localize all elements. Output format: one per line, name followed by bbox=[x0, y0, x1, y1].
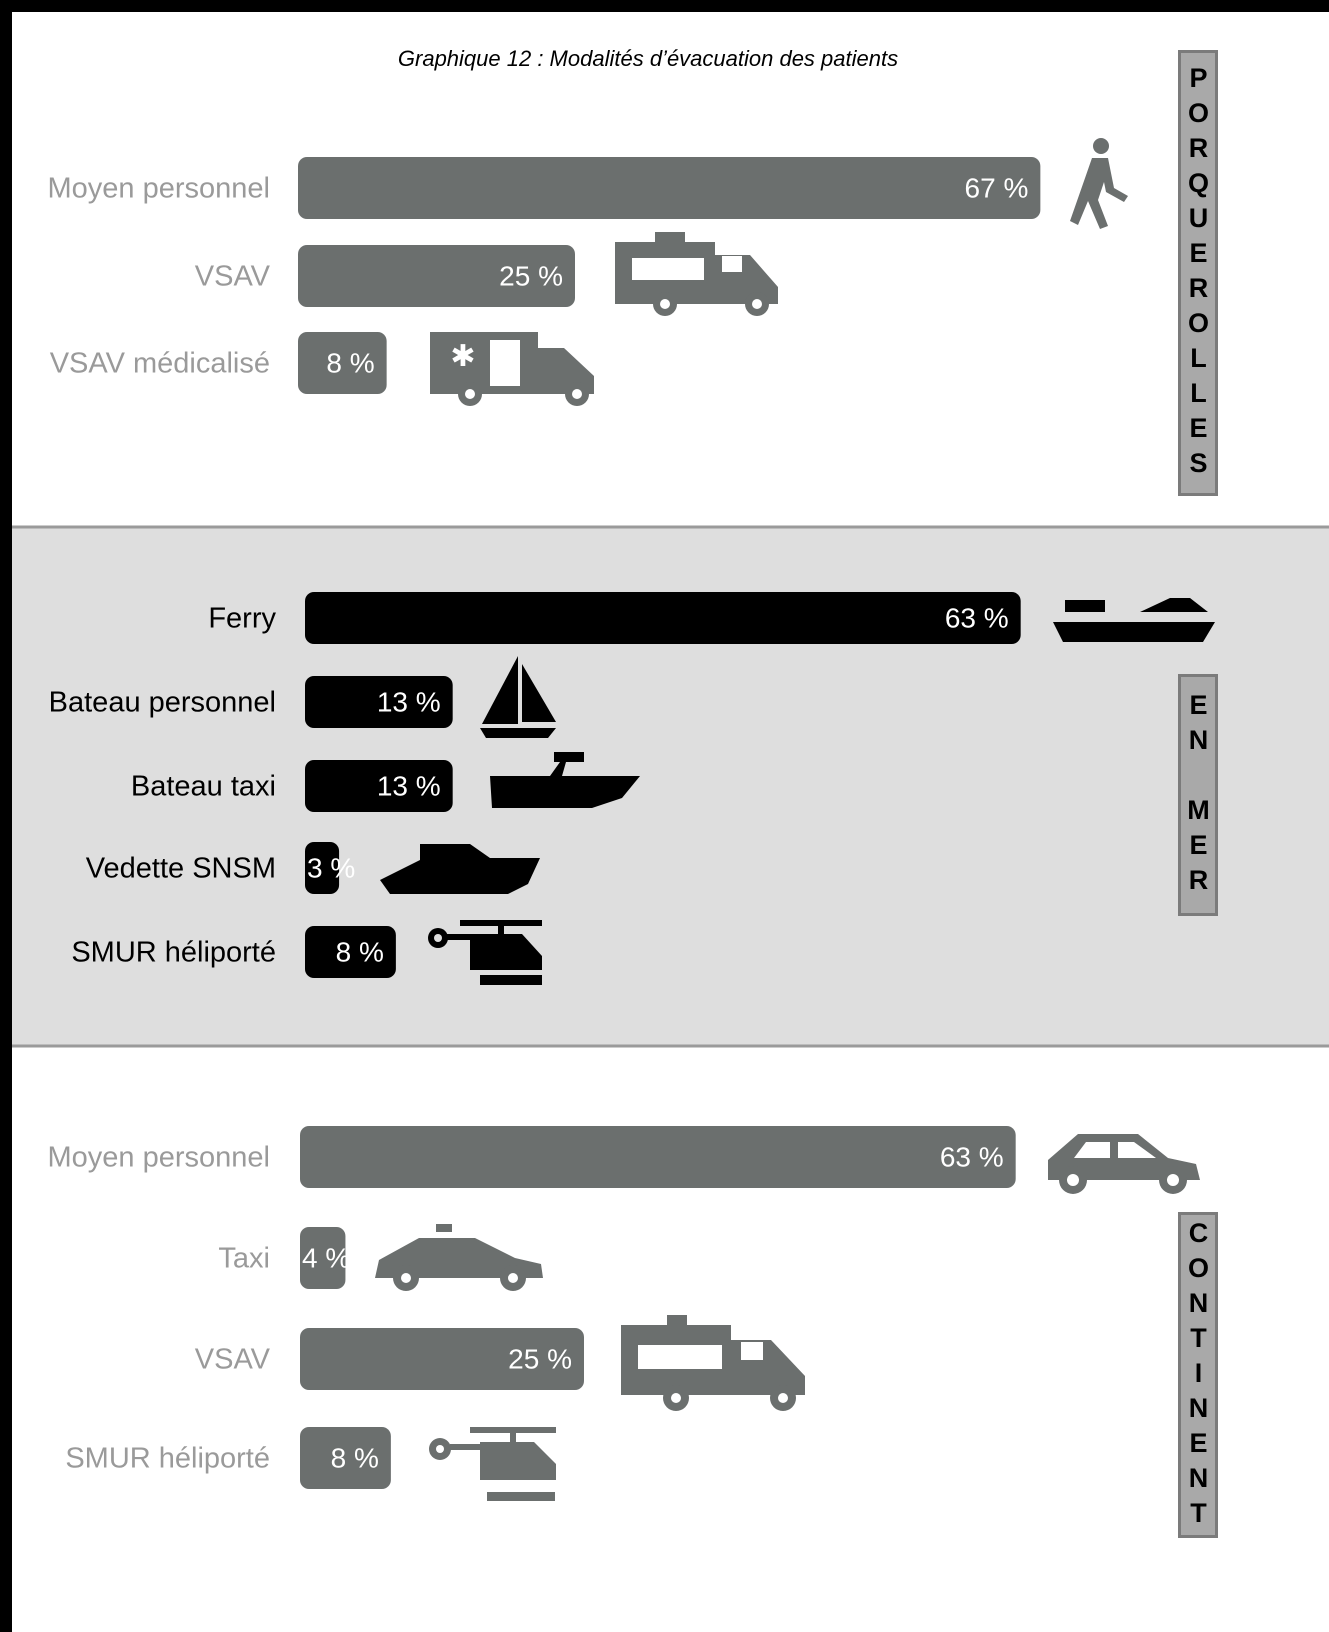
value-label: 25 % bbox=[508, 1343, 572, 1374]
value-label: 4 % bbox=[302, 1242, 350, 1273]
value-label: 13 % bbox=[377, 770, 441, 801]
value-label: 3 % bbox=[307, 852, 355, 883]
icons-continent bbox=[375, 1134, 1200, 1501]
bar bbox=[305, 676, 453, 728]
category-label: Moyen personnel bbox=[48, 1142, 270, 1174]
section-label: CONTINENT bbox=[1178, 1212, 1218, 1538]
value-label: 25 % bbox=[499, 260, 563, 291]
value-label: 63 % bbox=[940, 1141, 1004, 1172]
value-label: 8 % bbox=[326, 347, 374, 378]
category-label: SMUR héliporté bbox=[65, 1443, 270, 1475]
bar bbox=[305, 842, 340, 894]
section-label: PORQUEROLLES bbox=[1178, 50, 1218, 496]
category-label: Vedette SNSM bbox=[86, 853, 276, 885]
bar bbox=[305, 760, 453, 812]
category-label: Bateau taxi bbox=[131, 771, 276, 803]
bar bbox=[305, 926, 396, 978]
category-label: VSAV bbox=[195, 261, 271, 293]
border-top bbox=[0, 0, 1329, 12]
bar bbox=[300, 1126, 1016, 1188]
value-label: 8 % bbox=[336, 936, 384, 967]
bar bbox=[300, 1227, 346, 1289]
border-left bbox=[0, 0, 12, 1632]
category-label: Moyen personnel bbox=[48, 173, 270, 205]
value-label: 13 % bbox=[377, 686, 441, 717]
value-label: 67 % bbox=[965, 172, 1029, 203]
section-label: EN MER bbox=[1178, 674, 1218, 916]
value-label: 63 % bbox=[945, 602, 1009, 633]
bar bbox=[305, 592, 1021, 644]
svg-text:✱: ✱ bbox=[450, 340, 475, 373]
category-label: VSAV médicalisé bbox=[50, 348, 270, 380]
bar bbox=[298, 245, 575, 307]
value-label: 8 % bbox=[331, 1442, 379, 1473]
category-label: SMUR héliporté bbox=[71, 937, 276, 969]
category-label: Bateau personnel bbox=[49, 687, 276, 719]
category-label: Taxi bbox=[218, 1243, 270, 1275]
bar bbox=[300, 1427, 391, 1489]
icons-island: ✱ bbox=[430, 138, 1128, 406]
bar bbox=[300, 1328, 584, 1390]
chart-title: Graphique 12 : Modalités d’évacuation de… bbox=[398, 46, 898, 71]
category-label: Ferry bbox=[208, 603, 276, 635]
bar bbox=[298, 157, 1041, 219]
category-label: VSAV bbox=[195, 1344, 271, 1376]
icons-sea bbox=[380, 598, 1215, 985]
bar bbox=[298, 332, 387, 394]
